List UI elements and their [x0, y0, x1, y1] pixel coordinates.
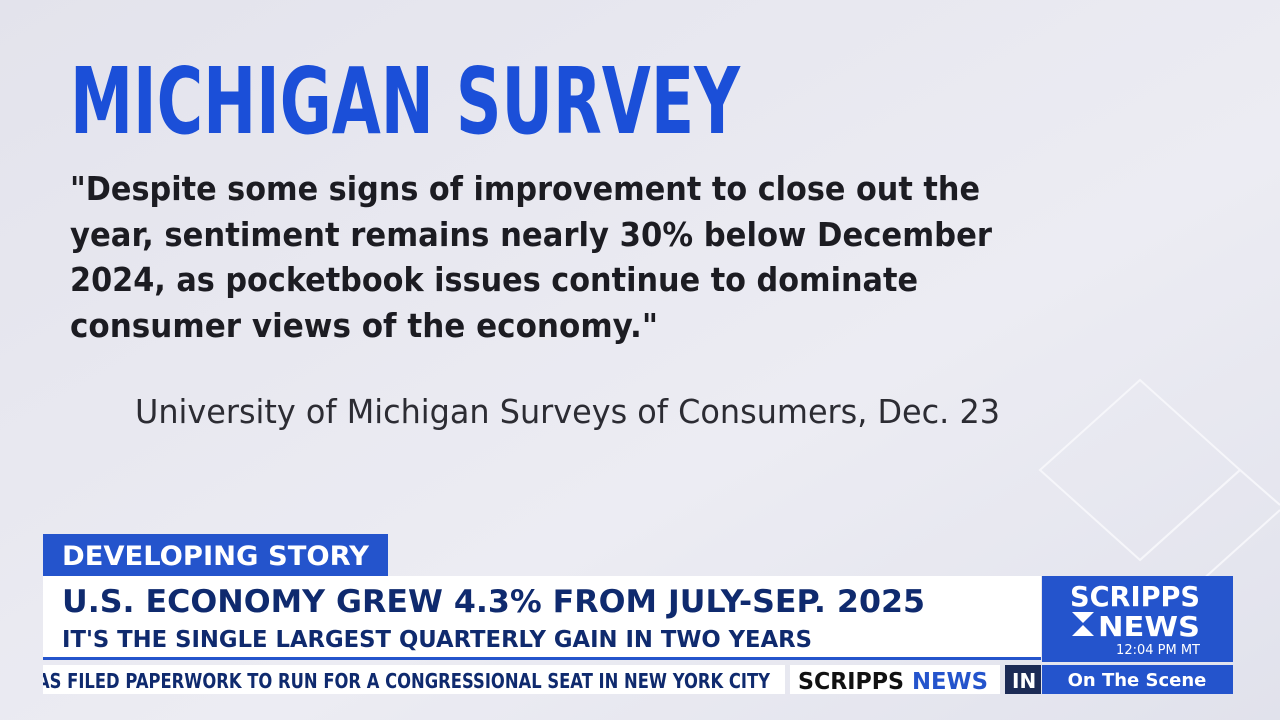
headline: U.S. ECONOMY GREW 4.3% FROM JULY-SEP. 20… [62, 584, 925, 620]
headline-box [43, 576, 1041, 658]
subheadline: IT'S THE SINGLE LARGEST QUARTERLY GAIN I… [62, 627, 812, 653]
logo-box [1042, 576, 1233, 662]
quote-line: year, sentiment remains nearly 30% below… [70, 215, 993, 254]
attribution: University of Michigan Surveys of Consum… [135, 392, 1000, 431]
logo-icon [1072, 612, 1094, 636]
ticker-brand: SCRIPPS [798, 669, 904, 695]
logo-time: 12:04 PM MT [1116, 643, 1200, 658]
ticker-bar [43, 665, 785, 694]
logo-text: NEWS [1098, 610, 1200, 643]
divider [43, 657, 1041, 660]
quote: "Despite some signs of improvement to cl… [70, 169, 993, 345]
ticker-brand-box [790, 665, 1000, 694]
label: DEVELOPING STORY [62, 541, 369, 572]
tag: On The Scene [1068, 670, 1207, 691]
quote-line: "Despite some signs of improvement to cl… [70, 169, 980, 208]
ticker-brand: NEWS [912, 669, 988, 695]
quote-line: 2024, as pocketbook issues continue to d… [70, 260, 918, 299]
ticker-next-box [1005, 665, 1041, 694]
title: MICHIGAN SURVEY [70, 48, 741, 155]
label-box [43, 534, 388, 576]
tag-box [1042, 665, 1233, 694]
ticker-text: AS FILED PAPERWORK TO RUN FOR A CONGRESS… [37, 669, 770, 693]
ticker-next: IN [1012, 669, 1036, 693]
quote-line: consumer views of the economy." [70, 306, 658, 345]
logo-text: SCRIPPS [1070, 580, 1200, 613]
